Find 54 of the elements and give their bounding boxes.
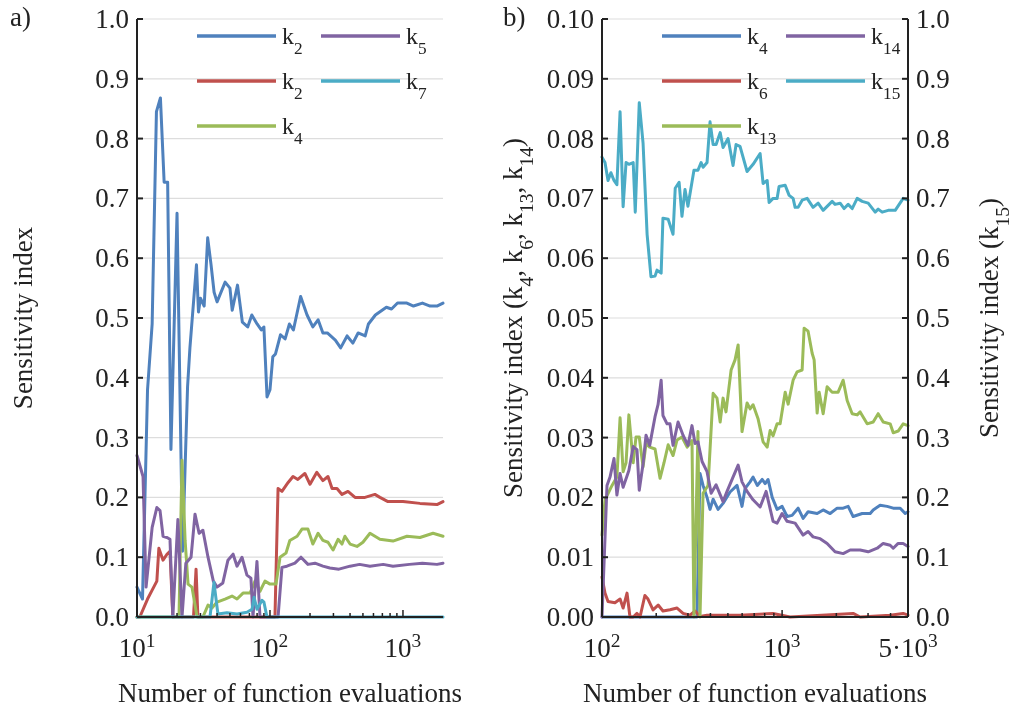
- y-tick-label: 0.6: [95, 243, 129, 274]
- y-tick-label: 0.8: [95, 123, 129, 154]
- y-tick-label: 0.06: [546, 243, 594, 274]
- legend-label: k$_{2}$: [282, 68, 303, 103]
- y2-tick-label: 0.9: [916, 63, 950, 94]
- y-tick-label: 0.7: [95, 183, 129, 214]
- x-tick-label: 10$^{1}$: [118, 629, 156, 663]
- y-axis-title: Sensitivity index: [8, 226, 38, 410]
- legend-label: k$_{4}$: [282, 113, 303, 148]
- y-tick-label: 0.9: [95, 63, 129, 94]
- legend-label: k$_{7}$: [406, 68, 427, 103]
- legend-label: k$_{13}$: [747, 113, 777, 148]
- legend-label: k$_{5}$: [406, 23, 427, 58]
- y-tick-label: 0.4: [95, 362, 130, 393]
- y2-tick-label: 0.8: [916, 123, 950, 154]
- y2-tick-label: 0.5: [916, 303, 950, 333]
- y-tick-label: 0.5: [95, 303, 129, 333]
- y2-tick-label: 0.7: [916, 183, 950, 214]
- y2-tick-label: 0.3: [916, 422, 950, 453]
- x-tick-label: 10$^{3}$: [763, 629, 801, 663]
- y-tick-label: 0.0: [95, 602, 129, 632]
- x-axis-title: Number of function evaluations: [117, 678, 463, 708]
- y2-tick-label: 1.0: [916, 4, 950, 34]
- y-tick-label: 0.09: [546, 63, 594, 94]
- y-tick-label: 0.07: [546, 183, 594, 214]
- legend-label: k$_{2}$: [282, 23, 303, 58]
- chart-title: a): [10, 2, 31, 32]
- y2-tick-label: 0.1: [916, 542, 950, 573]
- y-tick-label: 1.0: [95, 4, 129, 34]
- y-tick-label: 0.1: [95, 542, 129, 573]
- x-tick-label: 10$^{2}$: [251, 629, 289, 663]
- x-tick-label: 5·10$^{3}$: [878, 629, 938, 663]
- legend-label: k$_{6}$: [747, 68, 768, 103]
- legend-label: k$_{4}$: [747, 23, 768, 58]
- y-tick-label: 0.08: [546, 123, 594, 154]
- x-tick-label: 10$^{3}$: [384, 629, 422, 663]
- y-tick-label: 0.05: [546, 303, 594, 333]
- y2-tick-label: 0.0: [916, 602, 950, 632]
- y2-tick-label: 0.6: [916, 243, 950, 274]
- y2-tick-label: 0.4: [916, 362, 951, 393]
- y-tick-label: 0.3: [95, 422, 129, 453]
- x-axis-title: Number of function evaluations: [582, 678, 928, 708]
- chart-title: b): [503, 2, 526, 32]
- y2-tick-label: 0.2: [916, 482, 950, 513]
- legend-label: k$_{14}$: [871, 23, 901, 58]
- y-tick-label: 0.02: [546, 482, 594, 513]
- y-tick-label: 0.10: [546, 4, 594, 34]
- y-tick-label: 0.2: [95, 482, 129, 513]
- legend-label: k$_{15}$: [871, 68, 901, 103]
- y-tick-label: 0.03: [546, 422, 594, 453]
- x-tick-label: 10$^{2}$: [583, 629, 621, 663]
- y-tick-label: 0.04: [546, 362, 595, 393]
- y-tick-label: 0.01: [546, 542, 594, 573]
- y-tick-label: 0.00: [546, 602, 594, 632]
